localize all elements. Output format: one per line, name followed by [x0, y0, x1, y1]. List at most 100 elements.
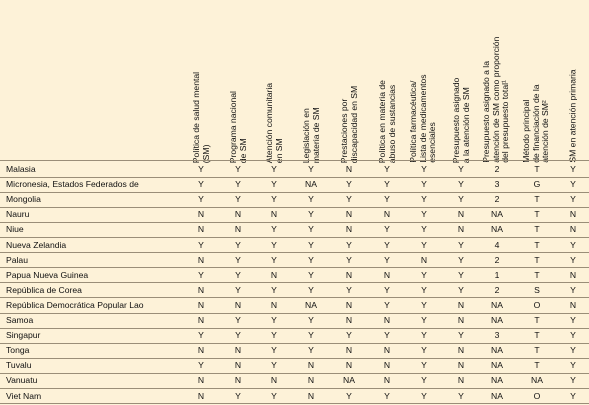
table-cell: NA [491, 345, 503, 356]
table-cell: Y [421, 375, 427, 386]
table-cell: Y [421, 390, 427, 401]
table-cell: Y [570, 194, 576, 205]
table-cell: N [420, 254, 428, 265]
table-cell: Y [235, 390, 241, 401]
table-row: Niue N N Y Y N Y Y N NA T N [0, 222, 589, 237]
table-cell: N [234, 209, 242, 220]
row-divider [0, 252, 589, 254]
row-divider [0, 372, 589, 374]
table-cell: N [345, 315, 353, 325]
table-cell: T [534, 224, 540, 235]
table-cell: Y [458, 164, 464, 174]
table-cell: N [345, 299, 353, 310]
table-cell: Y [384, 224, 390, 235]
table-cell: Y [384, 239, 390, 250]
table-cell: Y [570, 375, 576, 386]
table-cell: Y [308, 209, 314, 220]
table-row: Nauru N N N Y N N Y N NA T N [0, 207, 589, 222]
table-row: Vanuatu N N N N NA N Y N NA NA Y [0, 373, 589, 388]
table-row: Nueva Zelandia Y Y Y Y Y Y Y Y 4 T Y [0, 238, 589, 253]
table-cell: NA [305, 179, 317, 190]
table-cell: NA [491, 224, 503, 235]
row-divider [0, 206, 589, 208]
table-row: Papua Nueva Guinea Y Y N Y N N Y Y 1 T N [0, 268, 589, 283]
table-cell: Y [458, 390, 464, 401]
table-cell: Y [570, 345, 576, 356]
column-header: Política de salud mental (SM) [190, 71, 210, 163]
table-cell: N [457, 315, 465, 325]
column-header: Presupuesto asignado a la atención de SM… [481, 36, 511, 163]
table-cell: T [534, 315, 540, 325]
table-cell: N [197, 284, 205, 295]
table-cell: Y [421, 299, 427, 310]
column-header: Presupuesto asignado a la atención de SM [450, 77, 470, 163]
table-cell: Y [198, 239, 204, 250]
table-row: Malasia Y Y Y Y N Y Y Y 2 T Y [0, 162, 589, 177]
row-divider [0, 388, 589, 389]
table-row: Mongolia Y Y Y Y Y Y Y Y 2 T Y [0, 192, 589, 207]
table-cell: N [457, 375, 465, 386]
row-divider [0, 237, 589, 238]
table-cell: Y [570, 239, 576, 250]
table-cell: Y [421, 239, 427, 250]
table-cell: Y [346, 194, 352, 205]
table-cell: Y [346, 284, 352, 295]
table-cell: Y [570, 284, 576, 295]
table-cell: Y [308, 239, 314, 250]
table-cell: T [534, 194, 540, 205]
row-divider [0, 357, 589, 359]
table-cell: Y [235, 179, 241, 190]
country-name: Samoa [6, 315, 34, 325]
table-cell: Y [271, 239, 277, 250]
table-cell: T [534, 239, 540, 250]
table-cell: NA [305, 299, 317, 310]
table-cell: N [383, 360, 391, 371]
table-cell: 4 [494, 239, 500, 250]
column-header: SM en atención primaria [567, 69, 578, 163]
table-cell: Y [384, 254, 390, 265]
table-cell: N [197, 375, 205, 386]
table-row: Micronesia, Estados Federados de Y Y Y NA Y Y Y… [0, 177, 589, 192]
country-name: Malasia [6, 164, 36, 174]
country-name: Tuvalu [6, 360, 32, 371]
table-cell: Y [384, 330, 390, 341]
table-cell: N [234, 299, 242, 310]
table-cell: Y [271, 360, 277, 371]
table-cell: N [307, 375, 315, 386]
table-cell: N [383, 345, 391, 356]
table-cell: Y [458, 269, 464, 280]
table-cell: Y [570, 254, 576, 265]
table-cell: Y [421, 315, 427, 325]
table-cell: Y [346, 254, 352, 265]
table-cell: Y [458, 239, 464, 250]
table-cell: Y [235, 239, 241, 250]
table-cell: Y [570, 164, 576, 174]
table-cell: Y [570, 315, 576, 325]
table-cell: 2 [494, 164, 500, 174]
table-cell: N [270, 299, 278, 310]
row-divider [0, 403, 589, 405]
table-cell: T [534, 360, 540, 371]
table-cell: G [533, 179, 541, 190]
table-cell: N [457, 224, 465, 235]
table-cell: Y [198, 269, 204, 280]
column-header: Método principal de financiación de la a… [521, 84, 551, 163]
row-divider [0, 327, 589, 329]
row-divider [0, 221, 589, 223]
row-divider [0, 176, 589, 178]
table-cell: Y [271, 194, 277, 205]
table-cell: N [270, 209, 278, 220]
table-cell: N [569, 299, 577, 310]
table-cell: Y [235, 284, 241, 295]
table-cell: N [270, 269, 278, 280]
table-cell: 2 [494, 284, 500, 295]
table-cell: N [383, 209, 391, 220]
table-cell: NA [491, 299, 503, 310]
table-cell: N [569, 269, 577, 280]
table-cell: T [534, 330, 540, 341]
table-row: Viet Nam N Y Y N Y Y Y Y NA O Y [0, 389, 589, 404]
table-cell: Y [421, 164, 427, 174]
table-row: Singapur Y Y Y Y Y Y Y Y 3 T Y [0, 328, 589, 343]
table-cell: Y [570, 360, 576, 371]
table-cell: Y [346, 330, 352, 341]
